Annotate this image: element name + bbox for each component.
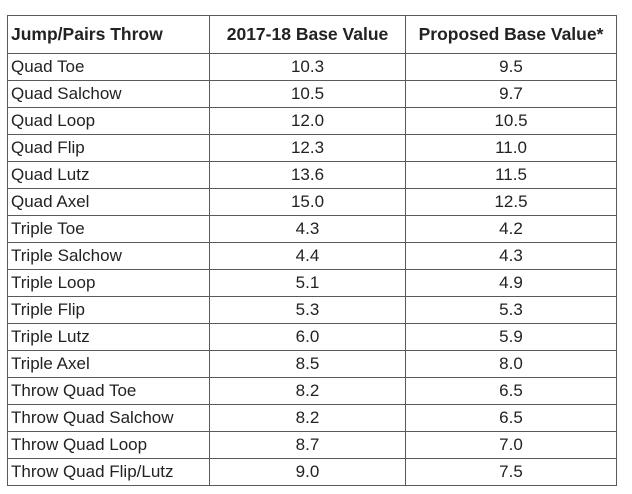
base-value-table: Jump/Pairs Throw 2017-18 Base Value Prop… bbox=[7, 15, 617, 486]
cell-current-value: 5.3 bbox=[209, 296, 406, 324]
cell-jump: Triple Lutz bbox=[7, 323, 210, 351]
base-value-table-container: Jump/Pairs Throw 2017-18 Base Value Prop… bbox=[7, 15, 617, 486]
cell-jump: Triple Salchow bbox=[7, 242, 210, 270]
cell-current-value: 5.1 bbox=[209, 269, 406, 297]
cell-current-value: 10.3 bbox=[209, 53, 406, 81]
cell-proposed-value: 11.5 bbox=[405, 161, 617, 189]
cell-jump: Triple Axel bbox=[7, 350, 210, 378]
cell-jump: Throw Quad Loop bbox=[7, 431, 210, 459]
cell-jump: Triple Flip bbox=[7, 296, 210, 324]
cell-current-value: 10.5 bbox=[209, 80, 406, 108]
table-row: Triple Loop 5.1 4.9 bbox=[7, 269, 617, 297]
table-row: Triple Flip 5.3 5.3 bbox=[7, 296, 617, 324]
table-row: Quad Lutz 13.6 11.5 bbox=[7, 161, 617, 189]
cell-current-value: 6.0 bbox=[209, 323, 406, 351]
header-jump: Jump/Pairs Throw bbox=[7, 15, 210, 54]
table-row: Throw Quad Toe 8.2 6.5 bbox=[7, 377, 617, 405]
cell-proposed-value: 6.5 bbox=[405, 404, 617, 432]
cell-current-value: 4.4 bbox=[209, 242, 406, 270]
cell-jump: Throw Quad Salchow bbox=[7, 404, 210, 432]
cell-jump: Quad Lutz bbox=[7, 161, 210, 189]
cell-jump: Throw Quad Flip/Lutz bbox=[7, 458, 210, 486]
table-row: Triple Salchow 4.4 4.3 bbox=[7, 242, 617, 270]
cell-proposed-value: 5.9 bbox=[405, 323, 617, 351]
cell-jump: Throw Quad Toe bbox=[7, 377, 210, 405]
cell-proposed-value: 4.9 bbox=[405, 269, 617, 297]
cell-jump: Quad Loop bbox=[7, 107, 210, 135]
table-row: Throw Quad Salchow 8.2 6.5 bbox=[7, 404, 617, 432]
cell-proposed-value: 7.5 bbox=[405, 458, 617, 486]
header-row: Jump/Pairs Throw 2017-18 Base Value Prop… bbox=[7, 15, 617, 54]
cell-jump: Quad Axel bbox=[7, 188, 210, 216]
cell-proposed-value: 7.0 bbox=[405, 431, 617, 459]
table-row: Throw Quad Flip/Lutz 9.0 7.5 bbox=[7, 458, 617, 486]
cell-current-value: 4.3 bbox=[209, 215, 406, 243]
table-row: Triple Axel 8.5 8.0 bbox=[7, 350, 617, 378]
header-current-value: 2017-18 Base Value bbox=[209, 15, 406, 54]
cell-jump: Quad Flip bbox=[7, 134, 210, 162]
table-body: Quad Toe 10.3 9.5 Quad Salchow 10.5 9.7 Quad L… bbox=[7, 53, 617, 486]
cell-proposed-value: 4.2 bbox=[405, 215, 617, 243]
cell-jump: Triple Loop bbox=[7, 269, 210, 297]
table-row: Triple Toe 4.3 4.2 bbox=[7, 215, 617, 243]
table-row: Quad Flip 12.3 11.0 bbox=[7, 134, 617, 162]
cell-current-value: 12.3 bbox=[209, 134, 406, 162]
cell-proposed-value: 6.5 bbox=[405, 377, 617, 405]
table-row: Quad Loop 12.0 10.5 bbox=[7, 107, 617, 135]
table-row: Quad Toe 10.3 9.5 bbox=[7, 53, 617, 81]
table-row: Quad Axel 15.0 12.5 bbox=[7, 188, 617, 216]
cell-current-value: 13.6 bbox=[209, 161, 406, 189]
cell-proposed-value: 9.5 bbox=[405, 53, 617, 81]
cell-current-value: 8.5 bbox=[209, 350, 406, 378]
cell-proposed-value: 11.0 bbox=[405, 134, 617, 162]
cell-proposed-value: 5.3 bbox=[405, 296, 617, 324]
cell-jump: Triple Toe bbox=[7, 215, 210, 243]
cell-current-value: 15.0 bbox=[209, 188, 406, 216]
cell-jump: Quad Salchow bbox=[7, 80, 210, 108]
cell-proposed-value: 12.5 bbox=[405, 188, 617, 216]
cell-current-value: 8.2 bbox=[209, 404, 406, 432]
cell-proposed-value: 10.5 bbox=[405, 107, 617, 135]
table-row: Triple Lutz 6.0 5.9 bbox=[7, 323, 617, 351]
table-row: Quad Salchow 10.5 9.7 bbox=[7, 80, 617, 108]
header-proposed-value: Proposed Base Value* bbox=[405, 15, 617, 54]
cell-jump: Quad Toe bbox=[7, 53, 210, 81]
cell-current-value: 12.0 bbox=[209, 107, 406, 135]
cell-current-value: 9.0 bbox=[209, 458, 406, 486]
cell-proposed-value: 8.0 bbox=[405, 350, 617, 378]
cell-current-value: 8.7 bbox=[209, 431, 406, 459]
cell-proposed-value: 4.3 bbox=[405, 242, 617, 270]
table-row: Throw Quad Loop 8.7 7.0 bbox=[7, 431, 617, 459]
cell-proposed-value: 9.7 bbox=[405, 80, 617, 108]
table-header: Jump/Pairs Throw 2017-18 Base Value Prop… bbox=[7, 15, 617, 54]
cell-current-value: 8.2 bbox=[209, 377, 406, 405]
